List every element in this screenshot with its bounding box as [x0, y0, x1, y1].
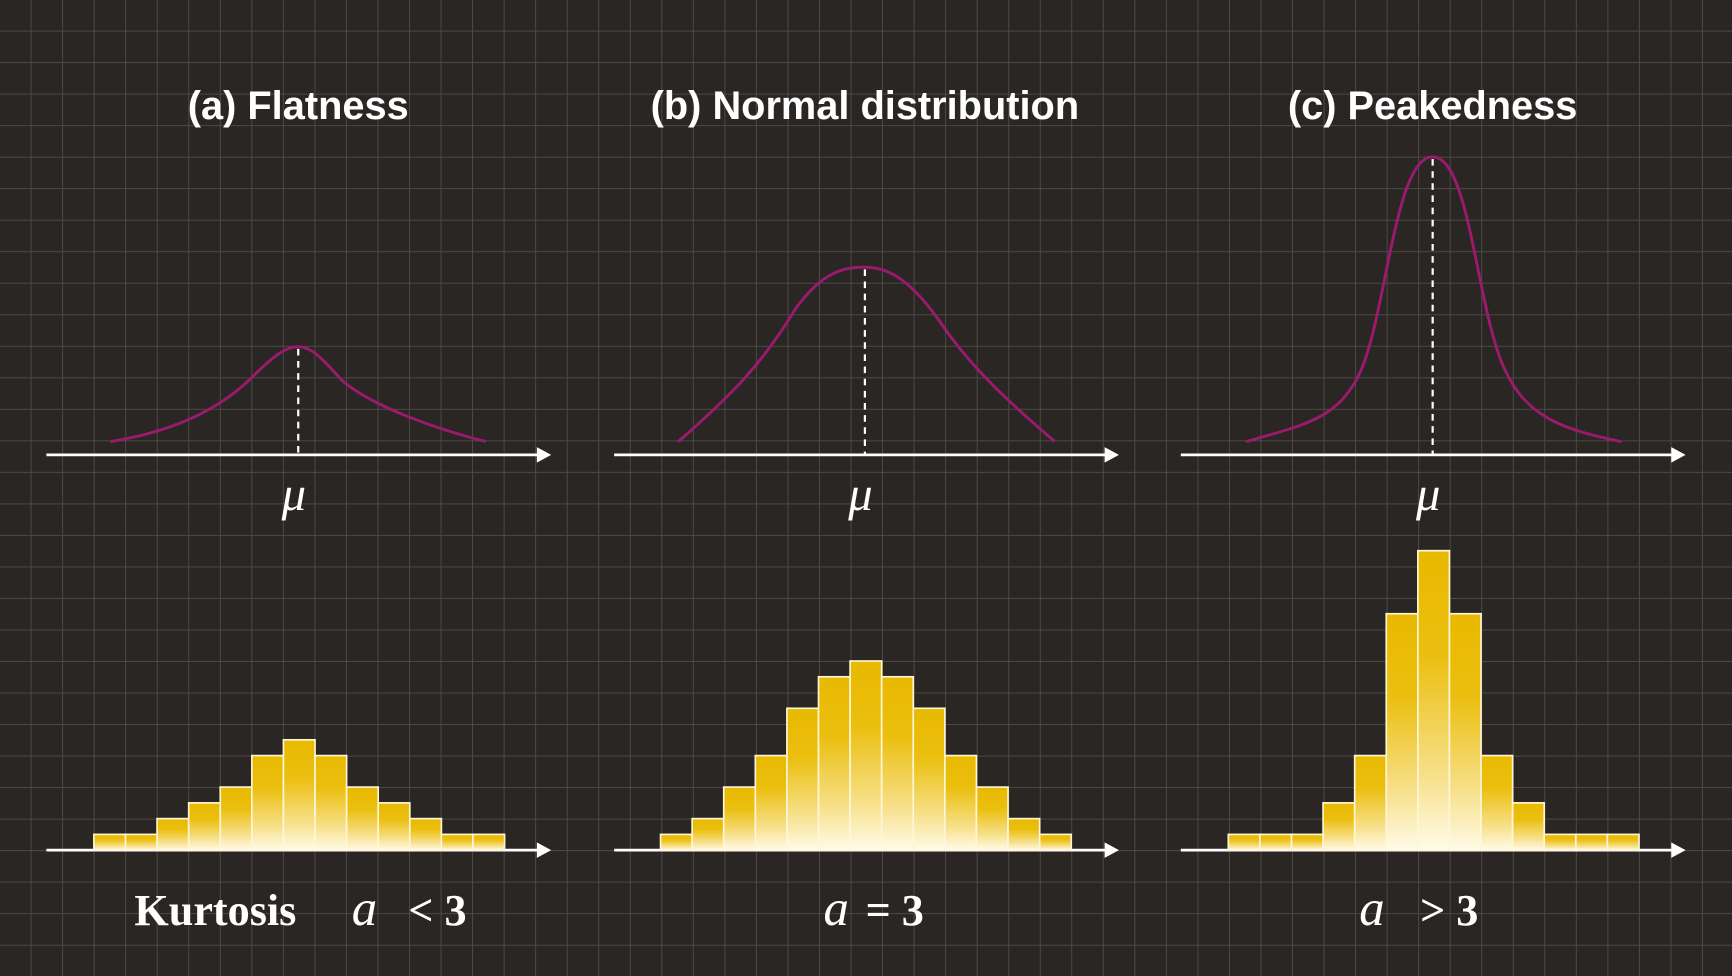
histogram-bar [1290, 833, 1324, 851]
mean-symbol: μ [281, 467, 306, 521]
kurtosis-relation: < 3 [408, 886, 466, 935]
histograms [93, 549, 1640, 851]
histogram-bar [472, 833, 506, 851]
density-curve [1245, 155, 1622, 444]
histogram-bar [124, 833, 158, 851]
histogram-bar [440, 833, 474, 851]
density-curve [677, 265, 1056, 443]
histogram-bar [849, 660, 883, 851]
histogram-bar [345, 786, 380, 851]
kurtosis-symbol: a [823, 880, 848, 936]
histogram-bar [1543, 833, 1577, 851]
histogram-bar [659, 833, 693, 851]
histogram-bar [722, 786, 757, 851]
histogram-bar [1322, 802, 1356, 851]
histogram-bar [754, 754, 788, 851]
histogram-bar [1007, 817, 1041, 851]
histogram-bar [944, 754, 978, 851]
histogram-bar [1448, 612, 1482, 851]
mean-lines [297, 158, 1434, 455]
histogram-bar [1353, 754, 1388, 851]
histogram-bar [219, 786, 253, 851]
histogram-bar [1385, 612, 1419, 851]
arrowhead [1104, 447, 1119, 463]
histogram-bar [1606, 833, 1640, 851]
panel-title: (a) Flatness [188, 84, 409, 128]
histogram-bar [975, 786, 1009, 851]
arrowhead [1104, 842, 1119, 858]
histogram-bar [817, 675, 851, 851]
histogram-bar [880, 675, 915, 851]
arrowhead [1671, 842, 1686, 858]
caption: Kurtosis [134, 886, 296, 935]
histogram-bar [1259, 833, 1293, 851]
density-curve [110, 345, 487, 444]
histogram-bar [282, 738, 316, 851]
histogram-bar [786, 707, 820, 851]
histogram-bar [1417, 549, 1451, 851]
histogram-bar [187, 802, 222, 851]
arrowheads [536, 447, 1686, 858]
kurtosis-relation: > 3 [1420, 886, 1478, 935]
kurtosis-relation: = 3 [866, 886, 924, 935]
histogram-bar [408, 817, 443, 851]
histogram-bar [314, 754, 348, 851]
histogram-bar [1574, 833, 1609, 851]
panel-title: (b) Normal distribution [651, 84, 1079, 128]
histogram-bar [1227, 833, 1261, 851]
arrowhead [536, 842, 552, 858]
histogram-bar [691, 817, 725, 851]
histogram-bar [1480, 754, 1514, 851]
mean-symbol: μ [1415, 467, 1440, 521]
histogram-bar [93, 833, 127, 851]
histogram-bar [912, 707, 946, 851]
histogram-bar [1511, 802, 1546, 851]
kurtosis-symbol: a [1359, 880, 1384, 936]
curves [110, 155, 1622, 444]
arrowhead [536, 447, 552, 463]
histogram-bar [251, 754, 285, 851]
histogram-bar [1038, 833, 1073, 851]
panel-title: (c) Peakedness [1288, 84, 1578, 128]
kurtosis-symbol: a [352, 880, 377, 936]
histogram-bar [156, 817, 190, 851]
arrowhead [1671, 447, 1686, 463]
mean-symbol: μ [847, 467, 872, 521]
histogram-bar [377, 802, 411, 851]
